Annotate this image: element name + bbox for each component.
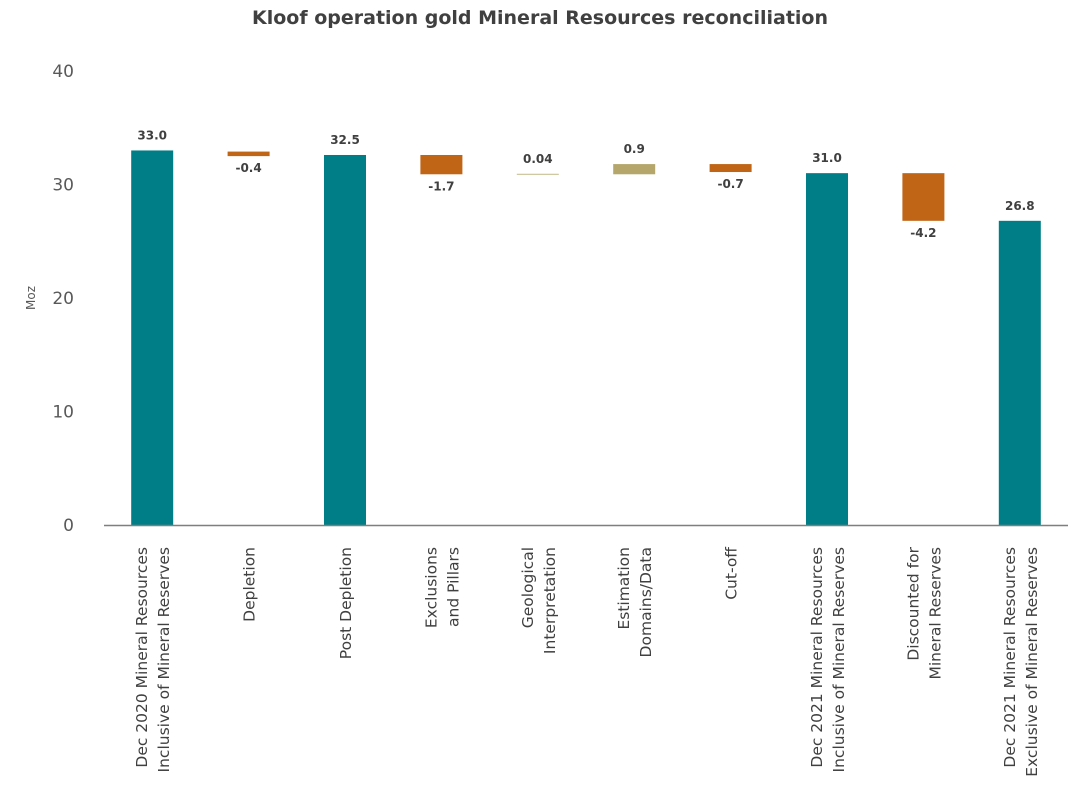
y-tick-label: 40 — [52, 62, 74, 82]
data-label: 26.8 — [1005, 199, 1035, 213]
data-label: 0.04 — [523, 152, 553, 166]
data-label: 0.9 — [624, 142, 645, 156]
bar-increase — [613, 164, 656, 175]
x-tick-line: Cut-off — [723, 547, 741, 600]
x-tick-line: Post Depletion — [337, 547, 355, 659]
bar-total — [998, 220, 1041, 525]
bar-total — [131, 150, 174, 525]
y-tick-label: 20 — [52, 289, 74, 309]
x-tick-line: Depletion — [241, 547, 259, 622]
x-tick-label: Exclusions and Pillars — [422, 547, 462, 628]
x-tick-line: Domains/Data — [637, 547, 655, 657]
x-tick-label: Geological Interpretation — [519, 547, 559, 654]
bar-decrease — [420, 154, 463, 175]
x-tick-line: Inclusive of Mineral Reserves — [155, 547, 173, 772]
x-tick-line: Exclusive of Mineral Reserves — [1023, 547, 1041, 777]
x-tick-line: Inclusive of Mineral Reserves — [830, 547, 848, 772]
x-tick-line: Interpretation — [541, 547, 559, 654]
y-tick-label: 30 — [52, 176, 74, 196]
x-tick-label: Estimation Domains/Data — [615, 547, 655, 657]
x-tick-label: Cut-off — [723, 547, 741, 600]
data-label: 33.0 — [137, 128, 167, 142]
chart-title: Kloof operation gold Mineral Resources r… — [252, 7, 828, 29]
bar-decrease — [902, 173, 945, 221]
y-tick-label: 10 — [52, 403, 74, 423]
x-tick-line: Mineral Reserves — [926, 547, 944, 680]
x-tick-line: Dec 2021 Mineral Resources — [1001, 547, 1019, 768]
bar-decrease — [227, 151, 270, 157]
data-label: -0.4 — [235, 161, 261, 175]
x-tick-label: Dec 2021 Mineral Resources Inclusive of M… — [808, 547, 848, 772]
bar-total — [324, 154, 366, 526]
x-tick-line: Dec 2020 Mineral Resources — [133, 547, 151, 768]
bar-total — [806, 173, 848, 525]
x-tick-label: Post Depletion — [337, 547, 355, 659]
x-tick-label: Dec 2020 Mineral Resources Inclusive of M… — [133, 547, 173, 772]
data-label: -1.7 — [428, 179, 454, 193]
x-tick-line: and Pillars — [444, 547, 462, 627]
bar-decrease — [709, 164, 752, 173]
x-tick-label: Discounted for Mineral Reserves — [904, 546, 944, 679]
x-tick-label: Depletion — [241, 547, 259, 622]
x-tick-line: Estimation — [615, 547, 633, 630]
bar-increase — [516, 173, 559, 175]
x-tick-line: Dec 2021 Mineral Resources — [808, 547, 826, 768]
x-tick-label: Dec 2021 Mineral Resources Exclusive of M… — [1001, 547, 1041, 777]
data-label: 31.0 — [812, 151, 842, 165]
x-tick-line: Exclusions — [422, 547, 440, 628]
data-label: -0.7 — [717, 177, 743, 191]
x-tick-line: Discounted for — [904, 546, 922, 660]
data-label: 32.5 — [330, 133, 360, 147]
y-tick-label: 0 — [63, 516, 74, 536]
y-axis-label: Moz — [24, 286, 38, 310]
data-label: -4.2 — [910, 226, 936, 240]
x-tick-line: Geological — [519, 547, 537, 628]
